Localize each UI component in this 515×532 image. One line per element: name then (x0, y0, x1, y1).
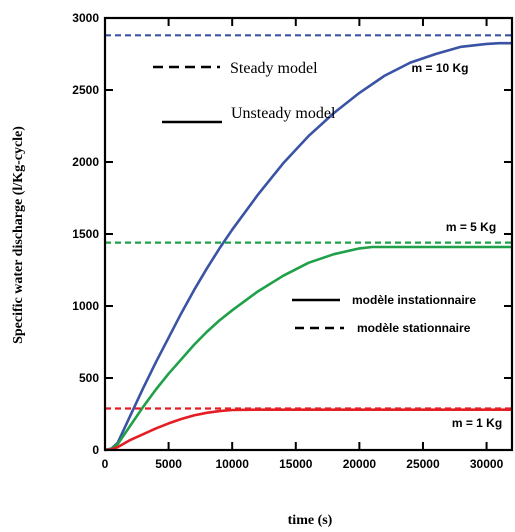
y-tick-label: 500 (79, 371, 99, 385)
y-tick-label: 2500 (72, 83, 99, 97)
series-m1-solid-line (104, 408, 512, 452)
x-tick-label: 25000 (406, 457, 440, 471)
series-m10-solid-line (104, 41, 512, 452)
y-tick-label: 1500 (72, 227, 99, 241)
x-tick-label: 20000 (343, 457, 377, 471)
annotation-m1: m = 1 Kg (452, 416, 502, 430)
tick-layer: 0 5000 10000 15000 20000 25000 30000 0 500 1000 15… (72, 11, 512, 471)
y-tick-label: 1000 (72, 299, 99, 313)
series-layer (104, 34, 512, 452)
x-tick-label: 0 (102, 457, 109, 471)
x-axis-title: time (s) (288, 513, 333, 528)
y-tick-label: 3000 (72, 11, 99, 25)
x-tick-label: 30000 (470, 457, 504, 471)
legend-steady-label: Steady model (230, 60, 318, 77)
legend-stationnaire: modèle stationnaire (295, 321, 471, 335)
annotation-m5: m = 5 Kg (446, 220, 496, 234)
y-tick-label: 0 (92, 443, 99, 457)
plot-frame (103, 16, 514, 452)
x-tick-label: 10000 (216, 457, 250, 471)
legend-instationnaire-label: modèle instationnaire (352, 293, 476, 307)
legend-unsteady-label: Unsteady model (231, 105, 336, 122)
legend-steady: Steady model (153, 60, 318, 77)
y-tick-label: 2000 (72, 155, 99, 169)
x-tick-label: 15000 (279, 457, 313, 471)
legend-stationnaire-label: modèle stationnaire (357, 321, 471, 335)
x-tick-label: 5000 (155, 457, 182, 471)
axes-layer (103, 16, 514, 452)
annotation-m10: m = 10 Kg (411, 61, 468, 75)
legend-unsteady: Unsteady model (162, 105, 336, 124)
legend-instationnaire: modèle instationnaire (292, 293, 476, 307)
series-m5-solid-line (104, 245, 512, 452)
y-axis-title: Specific water discharge (l/Kg-cycle) (11, 126, 26, 344)
